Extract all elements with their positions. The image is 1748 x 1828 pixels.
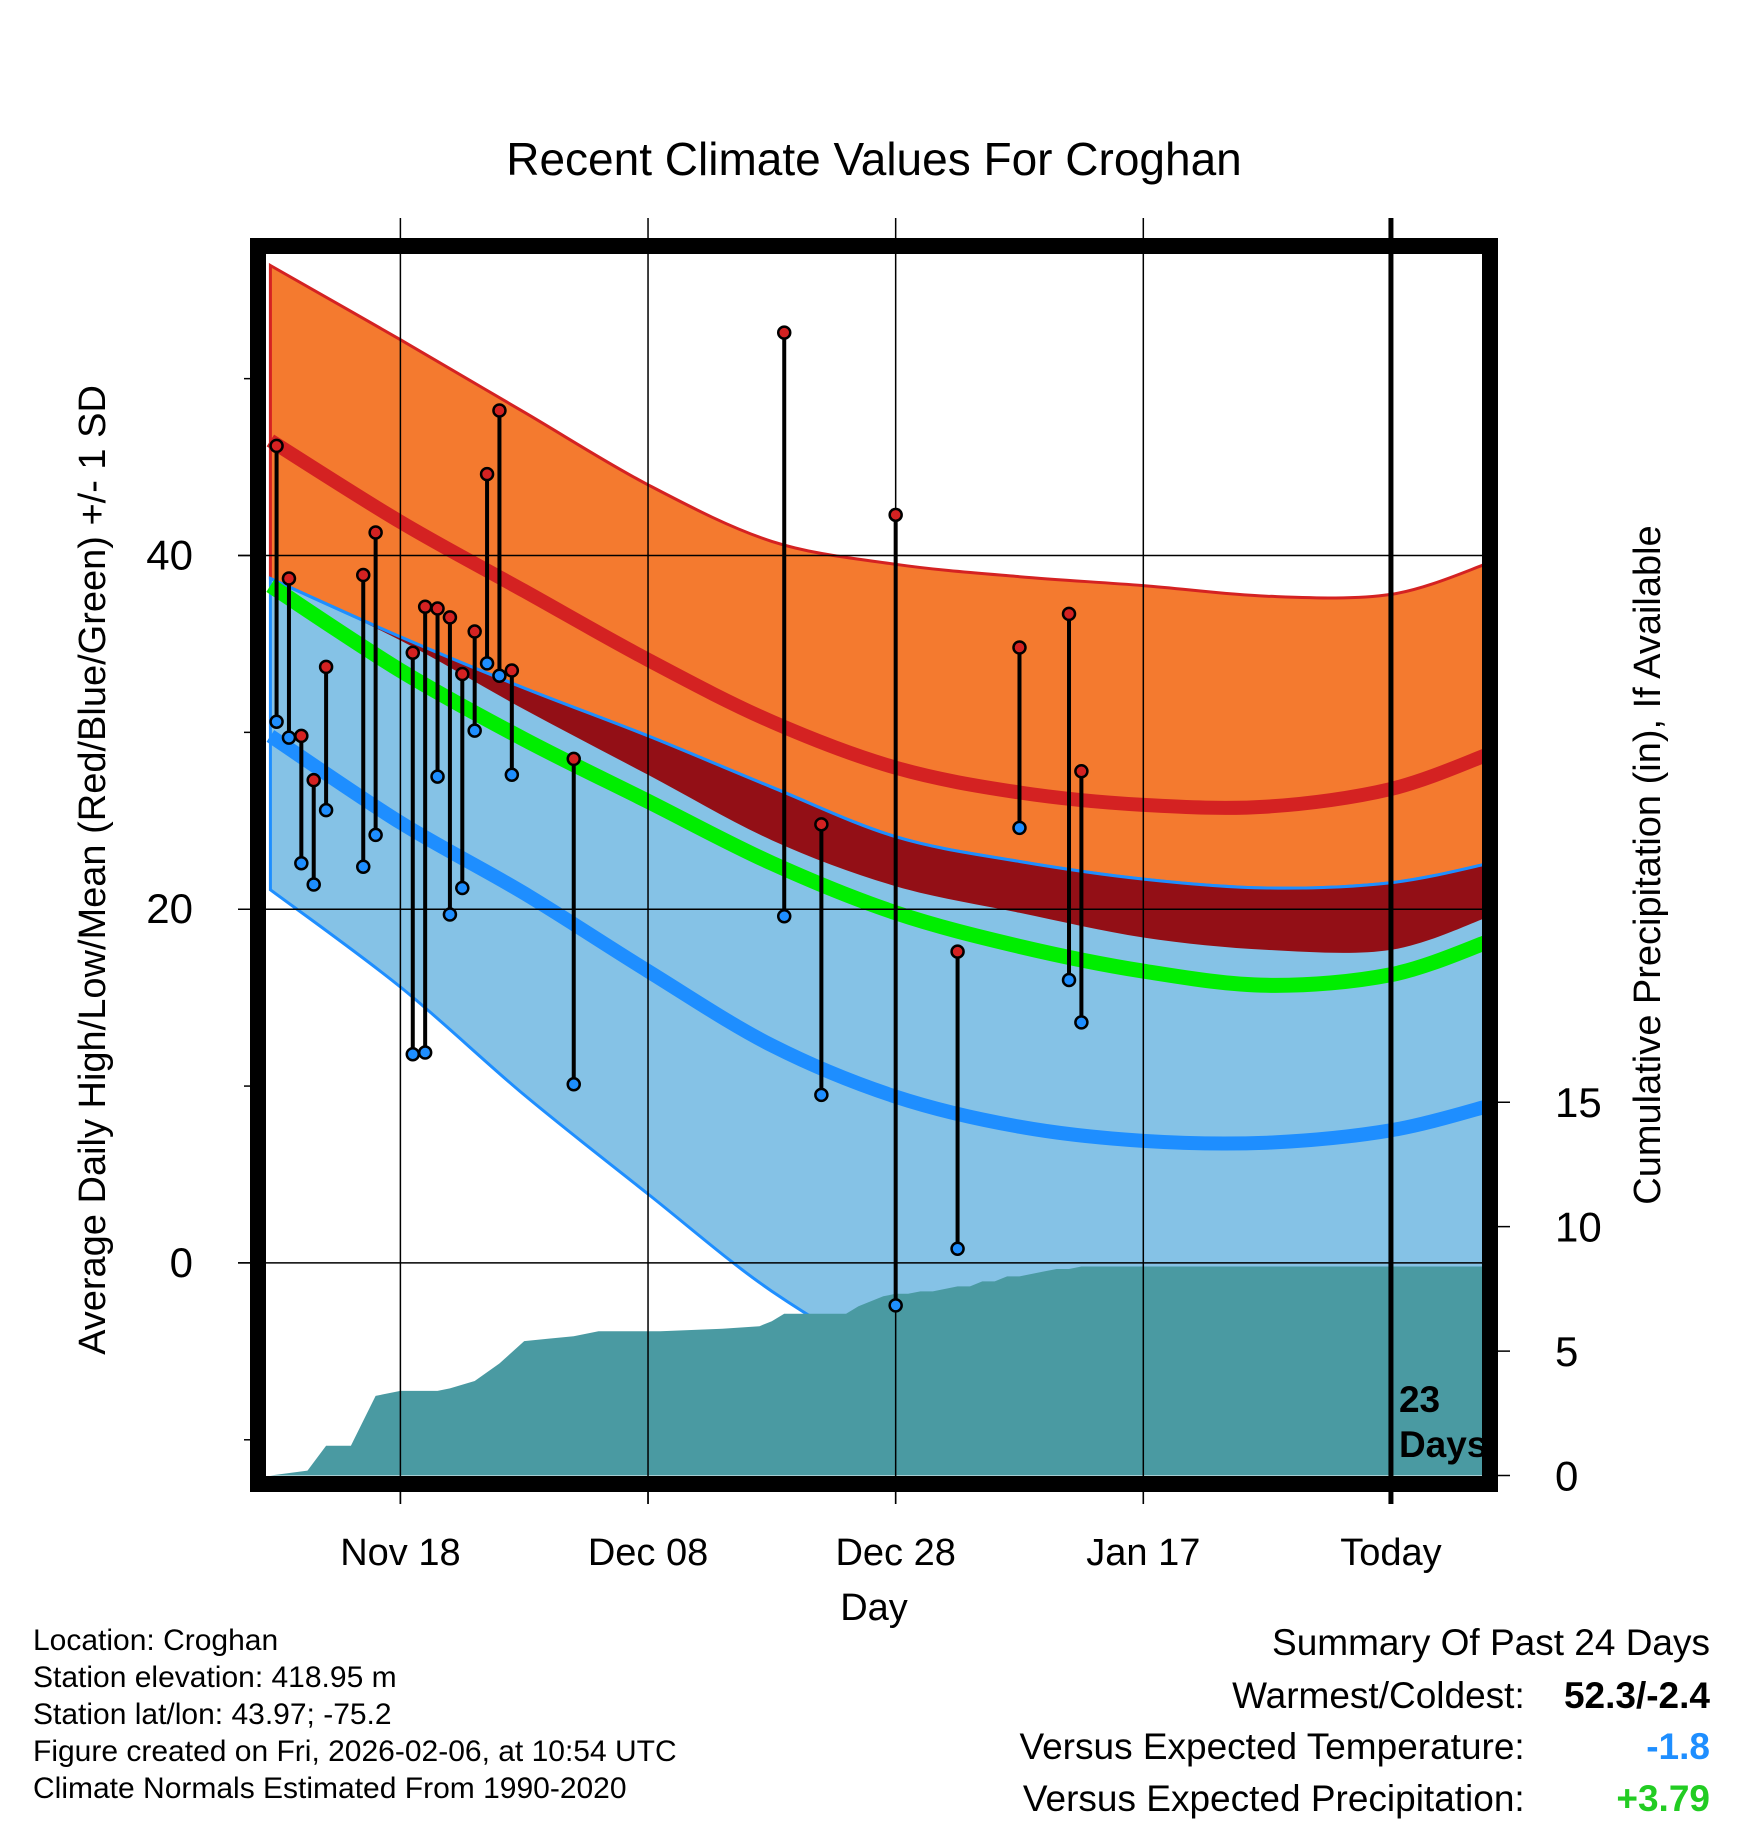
observed-high-point xyxy=(950,944,965,959)
x-tick-label: Dec 28 xyxy=(835,1532,955,1574)
observed-low-point xyxy=(455,880,470,896)
observed-high-point xyxy=(455,666,470,682)
summary-temp-row: Versus Expected Temperature: -1.8 xyxy=(1019,1726,1710,1768)
observed-high-point xyxy=(430,601,445,616)
observed-high-point xyxy=(776,325,792,340)
y-tick-label: 0 xyxy=(170,1239,193,1286)
cumulative-precip-area xyxy=(270,1266,1490,1476)
temp-diff-value: -1.8 xyxy=(1646,1726,1710,1767)
x-axis-label: Day xyxy=(840,1587,908,1629)
observations-layer xyxy=(269,325,1089,1313)
x-tick-label: Jan 17 xyxy=(1086,1532,1200,1574)
observed-low-point xyxy=(306,877,321,892)
x-tick-label: Nov 18 xyxy=(340,1532,460,1574)
precipitation-layer xyxy=(270,1266,1490,1476)
observed-low-point xyxy=(950,1241,965,1257)
days-count-label: 23 Days xyxy=(1399,1379,1487,1465)
days-count-line: Days xyxy=(1399,1424,1487,1465)
observed-low-point xyxy=(442,907,458,922)
summary-title: Summary Of Past 24 Days xyxy=(1272,1622,1710,1663)
observed-high-point xyxy=(306,772,321,788)
observed-high-point xyxy=(1061,606,1077,622)
observed-low-point xyxy=(318,802,334,818)
y-axis-label: Average Daily High/Low/Mean (Red/Blue/Gr… xyxy=(72,385,114,1355)
observed-low-point xyxy=(888,1298,903,1313)
observed-low-point xyxy=(814,1087,829,1103)
y2-tick-label: 0 xyxy=(1555,1453,1578,1500)
x-tick-label: Dec 08 xyxy=(588,1532,708,1574)
observed-low-point xyxy=(566,1077,581,1092)
observed-low-point xyxy=(1012,820,1027,836)
observed-high-point xyxy=(294,728,309,744)
summary-warmest-row: Warmest/Coldest: 52.3/-2.4 xyxy=(1232,1675,1710,1717)
location-text: Location: Croghan xyxy=(33,1624,279,1657)
observed-high-point xyxy=(318,659,334,675)
observed-low-point xyxy=(417,1045,433,1060)
y2-axis-label: Cumulative Precipitation (in), If Availa… xyxy=(1627,525,1669,1204)
observed-low-point xyxy=(467,723,482,738)
observed-low-point xyxy=(405,1046,421,1062)
y-tick-label: 20 xyxy=(146,885,193,932)
y-tick-label: 40 xyxy=(146,532,193,579)
observed-low-point xyxy=(269,714,284,729)
observed-high-point xyxy=(504,663,520,678)
observed-low-point xyxy=(281,730,297,745)
summary-precip-row: Versus Expected Precipitation: +3.79 xyxy=(1023,1778,1710,1820)
observed-low-point xyxy=(368,827,383,843)
precip-diff-value: +3.79 xyxy=(1616,1778,1710,1819)
observed-high-point xyxy=(269,438,284,454)
station-info: Location: Croghan Station elevation: 418… xyxy=(33,1622,677,1807)
observed-high-point xyxy=(814,817,829,832)
elevation-text: Station elevation: 418.95 m xyxy=(33,1661,397,1694)
created-text: Figure created on Fri, 2026-02-06, at 10… xyxy=(33,1735,677,1768)
axes-layer: 23 Days Nov 18 Dec 08 Dec 28 Jan 17 Today 0 20 40… xyxy=(146,218,1602,1574)
y2-tick-label: 10 xyxy=(1555,1204,1602,1251)
observed-high-point xyxy=(467,624,482,639)
temp-diff-label: Versus Expected Temperature: xyxy=(1019,1726,1525,1767)
observed-high-point xyxy=(479,466,495,482)
observed-high-point xyxy=(888,507,903,523)
observed-low-point xyxy=(1074,1015,1089,1030)
observed-low-point xyxy=(294,855,309,871)
observed-low-point xyxy=(430,769,445,784)
low-normal-line xyxy=(266,730,1492,1151)
warmest-label: Warmest/Coldest: xyxy=(1232,1675,1525,1716)
observed-low-point xyxy=(504,767,520,783)
observed-low-point xyxy=(479,656,495,671)
observed-high-point xyxy=(442,610,458,625)
observed-high-point xyxy=(281,571,297,586)
observed-high-point xyxy=(492,403,507,418)
warmest-value: 52.3/-2.4 xyxy=(1563,1675,1710,1716)
observed-low-point xyxy=(776,909,792,924)
observed-high-point xyxy=(417,599,433,615)
days-count-line: 23 xyxy=(1399,1379,1440,1420)
observed-high-point xyxy=(1074,764,1089,779)
chart-title: Recent Climate Values For Croghan xyxy=(506,133,1241,185)
observed-low-point xyxy=(1061,972,1077,988)
mean-normal-band xyxy=(270,578,1490,953)
latlon-text: Station lat/lon: 43.97; -75.2 xyxy=(33,1698,392,1731)
plot-frame xyxy=(250,238,1498,1492)
observed-low-point xyxy=(492,668,507,684)
y2-tick-label: 15 xyxy=(1555,1079,1602,1126)
observed-high-point xyxy=(355,567,371,583)
observed-high-point xyxy=(405,645,421,661)
observed-high-point xyxy=(566,751,581,767)
observed-high-point xyxy=(1012,640,1027,655)
observed-low-point xyxy=(355,859,371,875)
x-tick-label: Today xyxy=(1340,1532,1441,1574)
observed-high-point xyxy=(368,525,383,540)
normals-text: Climate Normals Estimated From 1990-2020 xyxy=(33,1772,627,1805)
precip-diff-label: Versus Expected Precipitation: xyxy=(1022,1778,1525,1819)
y2-tick-label: 5 xyxy=(1555,1328,1578,1375)
